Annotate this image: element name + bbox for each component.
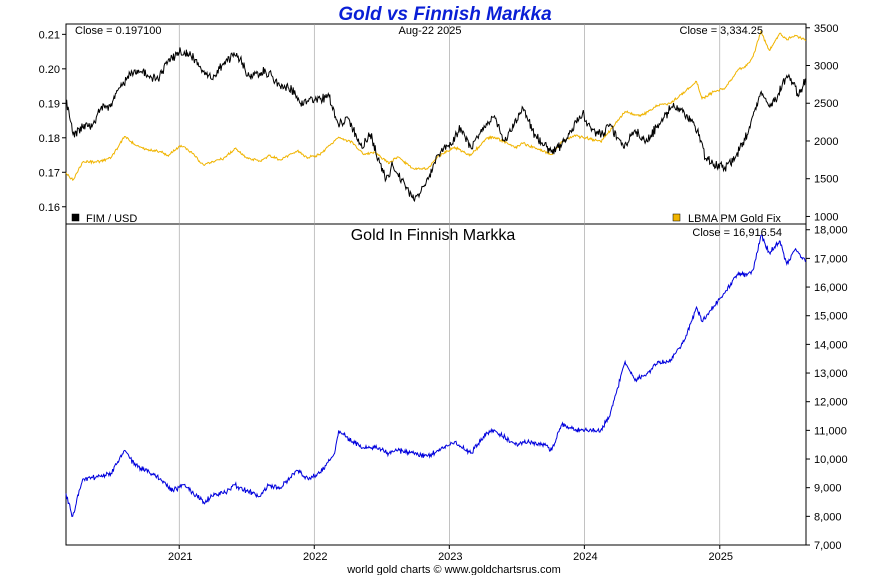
bottom-tick-label-17-000: 17,000	[814, 253, 848, 265]
left-tick-label-0-17: 0.17	[39, 167, 60, 179]
left-tick-label-0-20: 0.20	[39, 64, 60, 76]
close-gold-usd-label: Close = 3,334.25	[680, 25, 763, 37]
bottom-tick-label-8-000: 8,000	[814, 511, 842, 523]
left-tick-label-0-19: 0.19	[39, 98, 60, 110]
close-fim-usd-label: Close = 0.197100	[75, 25, 162, 37]
right-tick-label-2500: 2500	[814, 98, 838, 110]
series-line-gold-in-finnish-markka	[65, 234, 807, 517]
right-tick-label-1000: 1000	[814, 211, 838, 223]
series-line-lbma-pm-gold-fix	[65, 30, 807, 182]
legend-label-gold-fix: LBMA PM Gold Fix	[688, 213, 781, 225]
top-left-axis: 0.21 0.20 0.19 0.18 0.17 0.16	[39, 29, 66, 214]
right-tick-label-1500: 1500	[814, 174, 838, 186]
bottom-panel-frame	[65, 223, 807, 546]
date-label: Aug-22 2025	[399, 25, 462, 37]
bottom-tick-label-16-000: 16,000	[814, 282, 848, 294]
left-tick-label-0-21: 0.21	[39, 29, 60, 41]
x-tick-label-2022: 2022	[303, 551, 327, 563]
bottom-tick-label-18-000: 18,000	[814, 225, 848, 237]
x-tick-label-2021: 2021	[168, 551, 192, 563]
x-tick-label-2023: 2023	[438, 551, 462, 563]
top-right-axis: 3500 3000 2500 2000 1500 1000	[806, 23, 838, 223]
x-axis: 2021 2022 2023 2024 2025	[168, 545, 733, 563]
footer-credit: world gold charts © www.goldchartsrus.co…	[346, 564, 561, 575]
bottom-tick-label-13-000: 13,000	[814, 368, 848, 380]
right-tick-label-2000: 2000	[814, 136, 838, 148]
bottom-tick-label-11-000: 11,000	[814, 425, 847, 437]
close-gold-fim-label: Close = 16,916.54	[692, 227, 782, 239]
bottom-panel-title: Gold In Finnish Markka	[351, 227, 516, 244]
bottom-tick-label-10-000: 10,000	[814, 454, 848, 466]
legend-label-fim-usd: FIM / USD	[86, 213, 137, 225]
x-gridlines	[178, 24, 721, 545]
bottom-tick-label-12-000: 12,000	[814, 397, 848, 409]
bottom-tick-label-9-000: 9,000	[814, 483, 842, 495]
legend-swatch-fim-usd	[71, 213, 80, 222]
chart-title: Gold vs Finnish Markka	[338, 4, 552, 25]
legend-swatch-gold-fix	[672, 213, 681, 222]
bottom-tick-label-7-000: 7,000	[814, 540, 842, 552]
x-tick-label-2025: 2025	[709, 551, 733, 563]
right-tick-label-3000: 3000	[814, 61, 838, 73]
left-tick-label-0-18: 0.18	[39, 133, 60, 145]
series-line-fim-usd	[65, 47, 807, 203]
bottom-tick-label-15-000: 15,000	[814, 311, 848, 323]
bottom-tick-label-14-000: 14,000	[814, 339, 848, 351]
bottom-right-axis: 18,000 17,000 16,000 15,000 14,000 13,000 12,0…	[806, 225, 848, 552]
right-tick-label-3500: 3500	[814, 23, 838, 35]
x-tick-label-2024: 2024	[573, 551, 597, 563]
left-tick-label-0-16: 0.16	[39, 202, 60, 214]
